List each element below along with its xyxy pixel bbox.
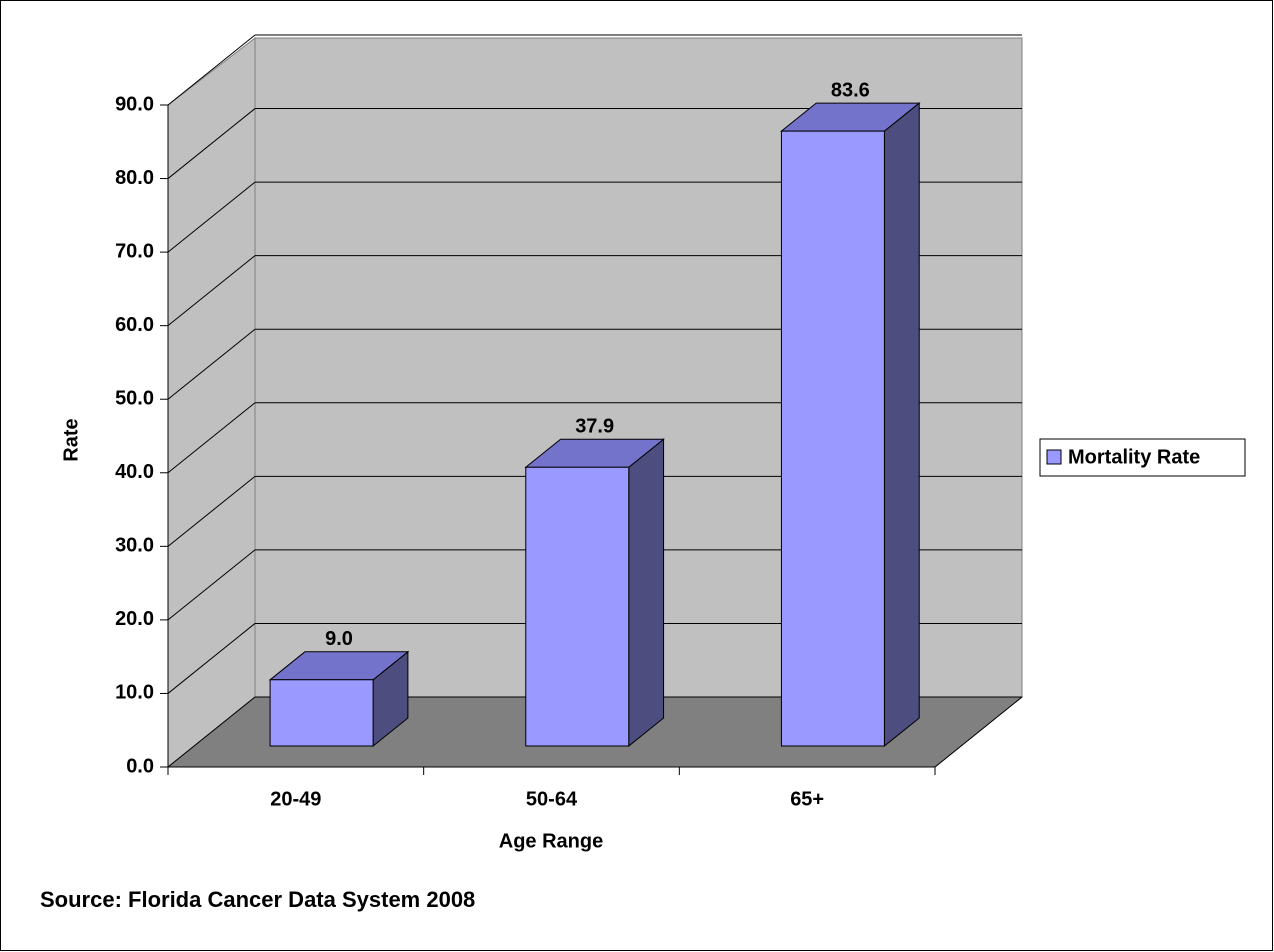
grid-line xyxy=(167,255,256,327)
grid-line xyxy=(167,328,256,400)
bar xyxy=(780,130,885,747)
data-label: 37.9 xyxy=(575,416,614,438)
y-tick-label: 10.0 xyxy=(115,682,154,704)
x-tick-label: 65+ xyxy=(790,788,824,810)
grid-line xyxy=(167,108,256,179)
y-tick-label: 20.0 xyxy=(115,608,154,630)
bar-side xyxy=(883,102,920,748)
data-label: 9.0 xyxy=(325,628,353,650)
y-tick-label: 0.0 xyxy=(126,755,154,777)
y-tick-label: 40.0 xyxy=(115,461,154,483)
grid-line xyxy=(167,402,256,474)
floor-edge xyxy=(934,696,1023,768)
side-wall xyxy=(167,36,256,769)
legend-label: Mortality Rate xyxy=(1068,446,1200,468)
legend-box xyxy=(1039,438,1246,477)
bar xyxy=(525,466,630,747)
bar-side xyxy=(628,438,665,748)
grid-line xyxy=(167,623,256,694)
y-tick-label: 50.0 xyxy=(115,388,154,410)
bar xyxy=(269,679,374,747)
x-tick-label: 50-64 xyxy=(526,788,578,810)
y-tick-label: 60.0 xyxy=(115,314,154,336)
grid-line xyxy=(167,181,256,253)
grid-line xyxy=(167,549,256,621)
legend-swatch xyxy=(1046,449,1062,465)
y-tick-label: 70.0 xyxy=(115,240,154,262)
y-tick-label: 90.0 xyxy=(115,93,154,115)
y-tick-label: 80.0 xyxy=(115,167,154,189)
grid-line xyxy=(167,475,256,547)
x-axis-title: Age Range xyxy=(499,830,603,852)
grid-line xyxy=(167,34,256,106)
y-tick-label: 30.0 xyxy=(115,535,154,557)
x-tick-label: 20-49 xyxy=(270,788,321,810)
y-axis-title: Rate xyxy=(60,418,82,461)
source-note: Source: Florida Cancer Data System 2008 xyxy=(40,887,475,912)
grid-line xyxy=(167,696,256,768)
data-label: 83.6 xyxy=(831,79,870,101)
